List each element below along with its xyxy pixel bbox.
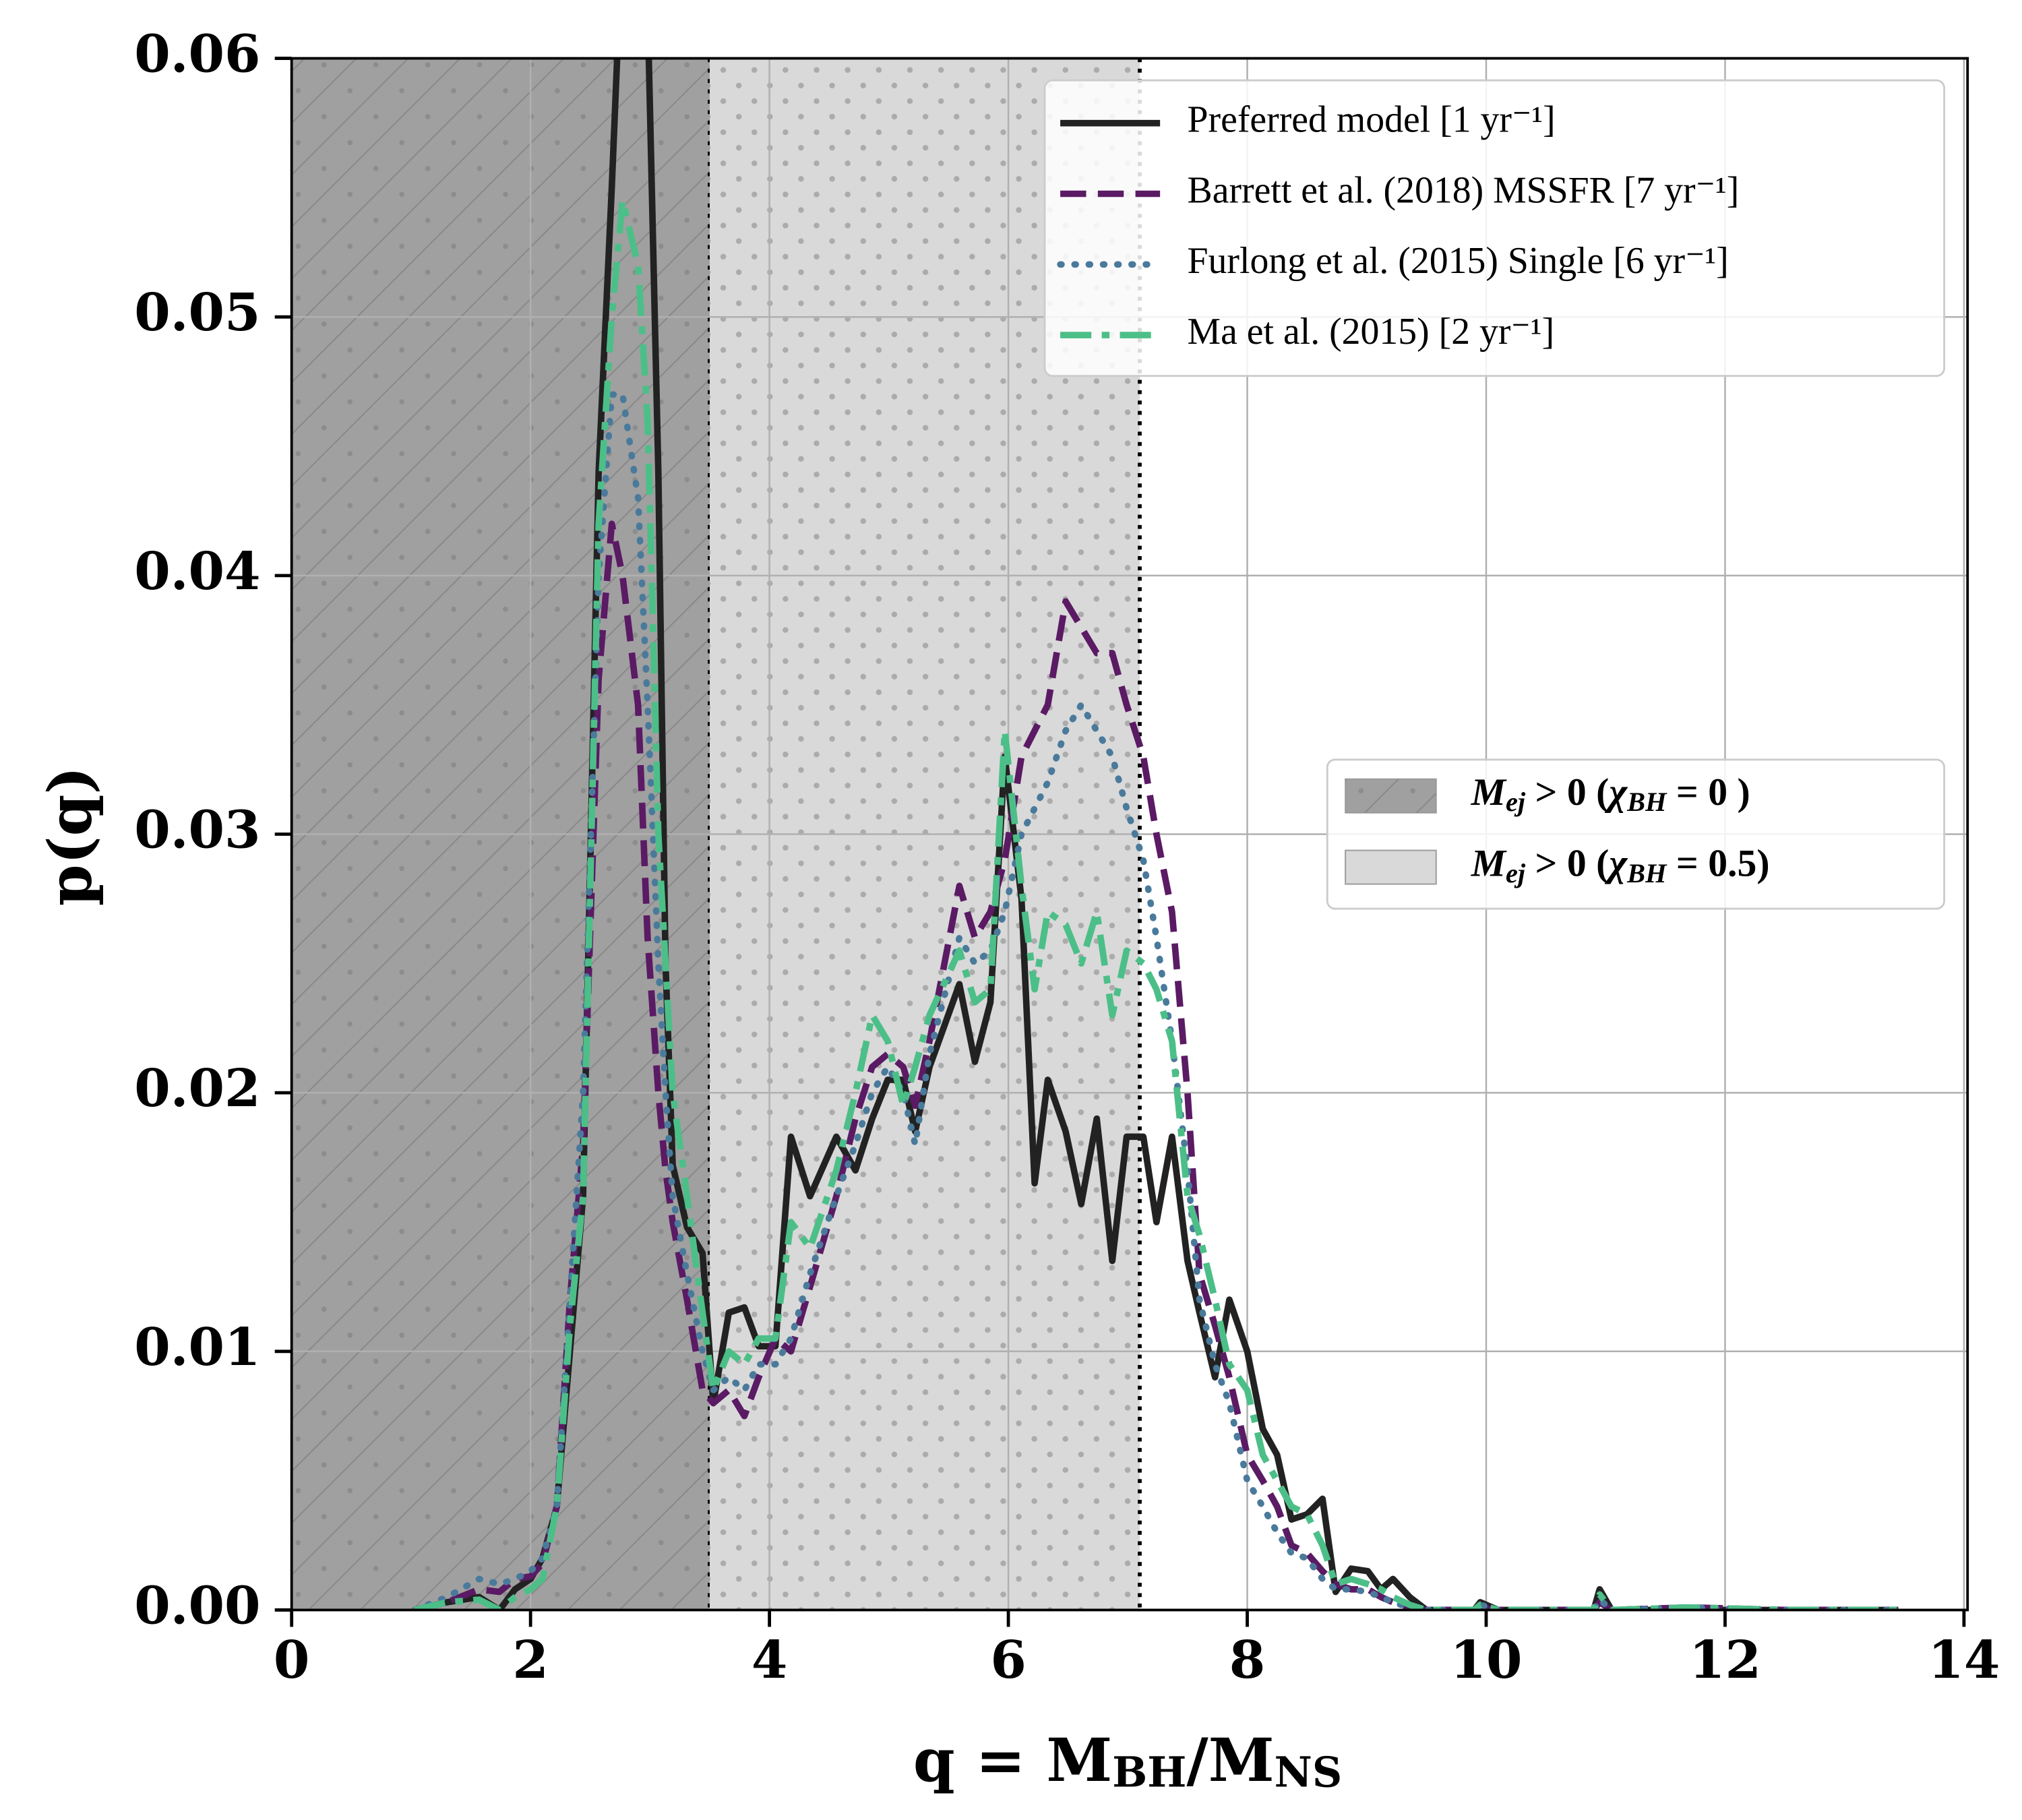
series-line	[411, 391, 1902, 1610]
legend-label-sub: ej	[1506, 858, 1526, 888]
legend-patch-pattern	[1345, 779, 1436, 813]
x-label-part: /M	[1186, 1725, 1274, 1795]
legend-label-part: > 0 (	[1525, 771, 1609, 814]
legend-label-sub: BH	[1626, 858, 1667, 888]
y-axis-label: p(q)	[35, 766, 105, 906]
y-tick-label: 0.05	[134, 282, 260, 343]
legend-box	[1326, 758, 1946, 910]
legend-label-part: M	[1471, 771, 1507, 814]
x-label-sub: BH	[1112, 1748, 1186, 1797]
y-tick-label: 0.06	[134, 24, 260, 85]
x-label-sub: NS	[1275, 1748, 1343, 1797]
legend-label: Preferred model [1 yr⁻¹]	[1188, 98, 1556, 140]
legend-patch	[1345, 849, 1437, 885]
y-tick-label: 0.04	[134, 541, 260, 602]
x-tick-label: 0	[274, 1630, 310, 1691]
x-tick-label: 2	[512, 1630, 549, 1691]
x-tick-label: 6	[990, 1630, 1027, 1691]
legend-label-sub: ej	[1506, 787, 1526, 817]
legend-label: Barrett et al. (2018) MSSFR [7 yr⁻¹]	[1188, 169, 1740, 211]
x-tick-label: 14	[1928, 1630, 2000, 1691]
y-tick-label: 0.02	[134, 1058, 260, 1119]
x-tick-label: 12	[1689, 1630, 1761, 1691]
y-tick-label: 0.01	[134, 1317, 260, 1378]
legend-label-part: M	[1471, 843, 1507, 885]
y-tick-label: 0.00	[134, 1575, 260, 1636]
y-tick-label: 0.03	[134, 800, 260, 861]
x-tick-label: 8	[1229, 1630, 1266, 1691]
x-axis-label: q = MBH/MNS	[913, 1725, 1342, 1796]
legend-label-sub: BH	[1626, 787, 1667, 817]
x-tick-label: 4	[752, 1630, 788, 1691]
legend-label-part: > 0 (	[1525, 843, 1609, 885]
legend-label: Mej > 0 (χBH = 0 )	[1471, 771, 1750, 817]
legend-box	[1043, 79, 1946, 377]
legend-label: Mej > 0 (χBH = 0.5)	[1471, 843, 1770, 888]
legend-label: Furlong et al. (2015) Single [6 yr⁻¹]	[1188, 240, 1729, 282]
legend-label-part: = 0 )	[1667, 771, 1750, 814]
legend-label: Ma et al. (2015) [2 yr⁻¹]	[1188, 311, 1555, 353]
legend-label-part: = 0.5)	[1667, 843, 1770, 885]
x-tick-label: 10	[1450, 1630, 1522, 1691]
x-label-part: q = M	[913, 1725, 1112, 1795]
